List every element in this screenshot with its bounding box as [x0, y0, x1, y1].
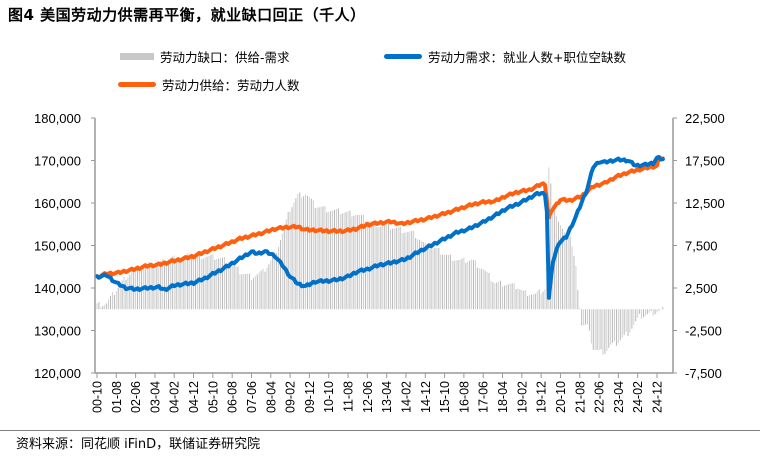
- x-axis-tick-label: 24-12: [651, 381, 665, 413]
- x-axis-tick-label: 15-10: [438, 381, 452, 413]
- legend-demand-label: 劳动力需求：就业人数+职位空缺数: [428, 50, 626, 65]
- x-axis-tick-label: 18-04: [496, 381, 510, 413]
- left-axis-tick-label: 170,000: [34, 154, 81, 169]
- x-axis-tick-label: 05-10: [206, 381, 220, 413]
- legend-supply-label: 劳动力供给：劳动力人数: [162, 78, 300, 93]
- x-axis-tick-label: 01-08: [110, 381, 124, 413]
- x-axis-tick-label: 16-08: [457, 381, 471, 413]
- x-axis-tick-label: 09-12: [303, 381, 317, 413]
- left-axis-tick-label: 140,000: [34, 281, 81, 296]
- x-axis-tick-label: 04-02: [168, 381, 182, 413]
- x-axis-tick-label: 21-08: [573, 381, 587, 413]
- x-axis-tick-label: 14-02: [399, 381, 413, 413]
- right-axis-tick-label: -2,500: [685, 324, 722, 339]
- x-axis-tick-label: 17-06: [477, 381, 491, 413]
- demand-line: [95, 155, 665, 300]
- x-axis-tick-label: 07-06: [245, 381, 259, 413]
- gap-bars: [96, 167, 664, 355]
- x-axis-tick-label: 02-06: [129, 381, 143, 413]
- x-axis-tick-label: 09-02: [284, 381, 298, 413]
- right-axis-tick-label: 7,500: [685, 239, 718, 254]
- legend-demand-swatch: [384, 54, 422, 59]
- x-axis-tick-label: 19-12: [535, 381, 549, 413]
- x-axis-tick-label: 22-06: [593, 381, 607, 413]
- chart-title: 图4 美国劳动力供需再平衡，就业缺口回正（千人）: [8, 6, 366, 24]
- x-axis-tick-label: 08-04: [264, 381, 278, 413]
- legend-item-gap: 劳动力缺口：供给-需求: [120, 47, 290, 66]
- right-axis-tick-label: 22,500: [685, 111, 725, 126]
- chart-plot: 120,000 130,000 140,000 150,000 160,000 170,0…: [34, 111, 725, 413]
- source-note: 资料来源：同花顺 iFinD，联储证券研究院: [16, 437, 261, 452]
- left-axis-tick-label: 160,000: [34, 196, 81, 211]
- x-axis-tick-label: 14-12: [419, 381, 433, 413]
- supply-line: [95, 154, 665, 280]
- right-axis-tick-label: -7,500: [685, 366, 722, 381]
- x-axis-tick-label: 19-02: [515, 381, 529, 413]
- x-axis-tick-label: 00-10: [91, 381, 105, 413]
- legend-supply-swatch: [118, 82, 156, 87]
- footer-divider: [0, 430, 760, 431]
- right-axis-tick-label: 17,500: [685, 154, 725, 169]
- x-axis-tick-label: 04-12: [187, 381, 201, 413]
- legend-gap-swatch: [120, 53, 154, 60]
- right-axis-tick-label: 12,500: [685, 196, 725, 211]
- legend-item-supply: 劳动力供给：劳动力人数: [118, 75, 300, 94]
- legend-gap-label: 劳动力缺口：供给-需求: [160, 50, 290, 65]
- left-axis-tick-label: 150,000: [34, 239, 81, 254]
- x-axis-tick-label: 12-06: [361, 381, 375, 413]
- right-axis-tick-label: 2,500: [685, 281, 718, 296]
- x-axis-tick-label: 23-04: [612, 381, 626, 413]
- left-axis-tick-label: 120,000: [34, 366, 81, 381]
- x-axis-tick-label: 03-04: [148, 381, 162, 413]
- x-axis-tick-label: 24-02: [631, 381, 645, 413]
- x-axis-tick-label: 20-10: [554, 381, 568, 413]
- axes: 120,000 130,000 140,000 150,000 160,000 170,0…: [34, 111, 725, 413]
- left-axis-tick-label: 130,000: [34, 324, 81, 339]
- x-axis-tick-label: 10-10: [322, 381, 336, 413]
- x-axis-tick-label: 13-04: [380, 381, 394, 413]
- legend-item-demand: 劳动力需求：就业人数+职位空缺数: [384, 47, 626, 66]
- left-axis-tick-label: 180,000: [34, 111, 81, 126]
- x-axis-tick-label: 06-08: [226, 381, 240, 413]
- x-axis-tick-label: 11-08: [342, 381, 356, 412]
